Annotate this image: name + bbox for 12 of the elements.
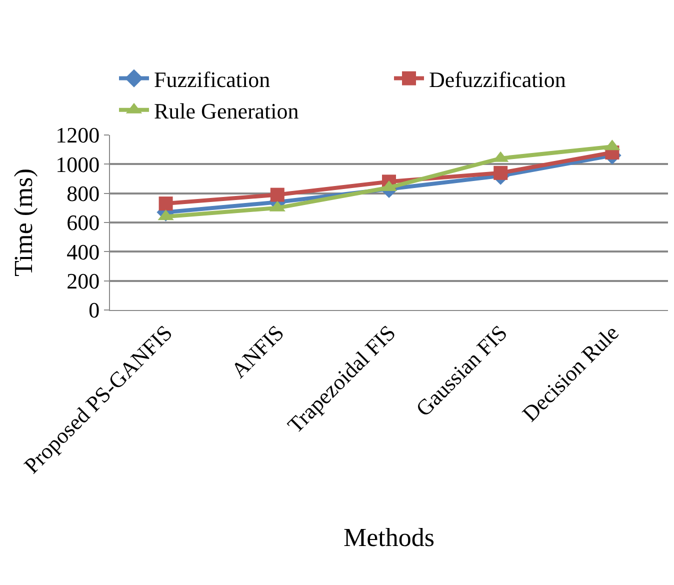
y-tick-label: 800 xyxy=(66,181,100,206)
y-tick-label: 1000 xyxy=(56,152,100,177)
legend-label: Defuzzification xyxy=(429,66,566,92)
y-tick-label: 600 xyxy=(66,210,100,236)
y-tick-label: 1200 xyxy=(56,122,100,148)
y-tick-label: 0 xyxy=(88,298,100,323)
legend-label: Rule Generation xyxy=(154,98,299,124)
legend-label: Fuzzification xyxy=(154,66,270,92)
x-axis-title: Methods xyxy=(344,522,434,552)
y-tick-label: 400 xyxy=(66,239,100,264)
y-tick-label: 200 xyxy=(66,268,100,294)
y-axis-title: Time (ms) xyxy=(9,168,38,277)
